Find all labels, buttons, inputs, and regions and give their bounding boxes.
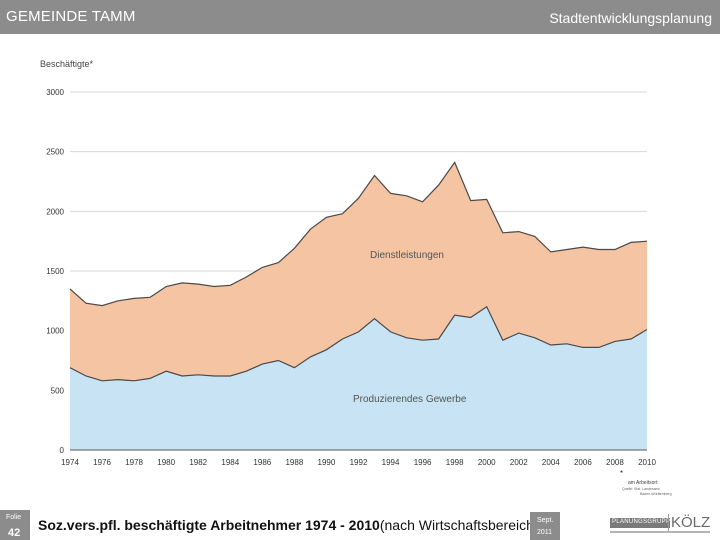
line-produzierendes [69, 305, 648, 382]
y-tick-labels: 0 500 1000 1500 2000 2500 3000 [46, 88, 64, 455]
x-tick-label: 1984 [221, 458, 239, 467]
x-tick-label: 1982 [189, 458, 207, 467]
x-tick-label: 1994 [382, 458, 400, 467]
x-tick-label: 2002 [510, 458, 528, 467]
label-dienstleistungen: Dienstleistungen [370, 250, 444, 261]
slide-number-box: Folie 42 [0, 510, 30, 540]
note-star: * [620, 469, 623, 478]
footer-title: Soz.vers.pfl. beschäftigte Arbeitnehmer … [38, 517, 554, 533]
x-tick-label: 1974 [61, 458, 79, 467]
y-tick-label: 1500 [46, 267, 64, 276]
x-tick-label: 1992 [350, 458, 368, 467]
x-tick-label: 2004 [542, 458, 560, 467]
footer-title-bold: Soz.vers.pfl. beschäftigte Arbeitnehmer … [38, 517, 380, 533]
planungsgruppe-logo: PLANUNGSGRUPPE KÖLZ [598, 514, 714, 538]
y-tick-label: 0 [60, 446, 65, 455]
slide-label: Folie [6, 514, 22, 521]
y-tick-label: 2000 [46, 207, 64, 216]
x-tick-label: 1990 [318, 458, 336, 467]
source-line-2: Baden-Württemberg [640, 492, 672, 496]
slide-number: 42 [8, 527, 21, 539]
x-tick-label: 1996 [414, 458, 432, 467]
x-tick-label: 1978 [125, 458, 143, 467]
x-tick-label: 1988 [285, 458, 303, 467]
x-tick-label: 2008 [606, 458, 624, 467]
x-tick-label: 1998 [446, 458, 464, 467]
x-tick-label: 1980 [157, 458, 175, 467]
y-axis-label: Beschäftigte* [40, 59, 94, 69]
logo-text: PLANUNGSGRUPPE [612, 519, 675, 525]
footer-title-normal: (nach Wirtschaftsbereichen) [379, 517, 555, 533]
line-total [69, 161, 648, 307]
area-produzierendes-gewerbe [70, 306, 647, 450]
date-box: Sept. 2011 [530, 512, 560, 540]
x-tick-label: 2000 [478, 458, 496, 467]
header-bar: GEMEINDE TAMM Stadtentwicklungsplanung [0, 0, 720, 34]
x-tick-labels: 1974 1976 1978 1980 1982 1984 1986 1988 1990 1992… [61, 458, 656, 467]
y-tick-label: 2500 [46, 148, 64, 157]
note-text: am Arbeitsort [628, 480, 658, 486]
section-title: Stadtentwicklungsplanung [549, 10, 712, 26]
x-tick-label: 1986 [253, 458, 271, 467]
municipality-title: GEMEINDE TAMM [6, 8, 136, 25]
y-tick-label: 1000 [46, 327, 64, 336]
source-line-1: Quelle: Stat. Landesamt [622, 487, 660, 491]
employment-area-chart: Beschäftigte* 0 500 1000 1500 2000 2500 3000 1… [40, 59, 672, 496]
x-tick-label: 1976 [93, 458, 111, 467]
date-month: Sept. [537, 517, 554, 524]
date-year: 2011 [537, 529, 553, 536]
logo-name: KÖLZ [668, 514, 710, 531]
x-tick-label: 2006 [574, 458, 592, 467]
y-tick-label: 500 [51, 386, 65, 395]
area-dienstleistungen [70, 162, 647, 381]
label-produzierendes-gewerbe: Produzierendes Gewerbe [353, 394, 467, 405]
y-tick-label: 3000 [46, 88, 64, 97]
x-tick-label: 2010 [638, 458, 656, 467]
